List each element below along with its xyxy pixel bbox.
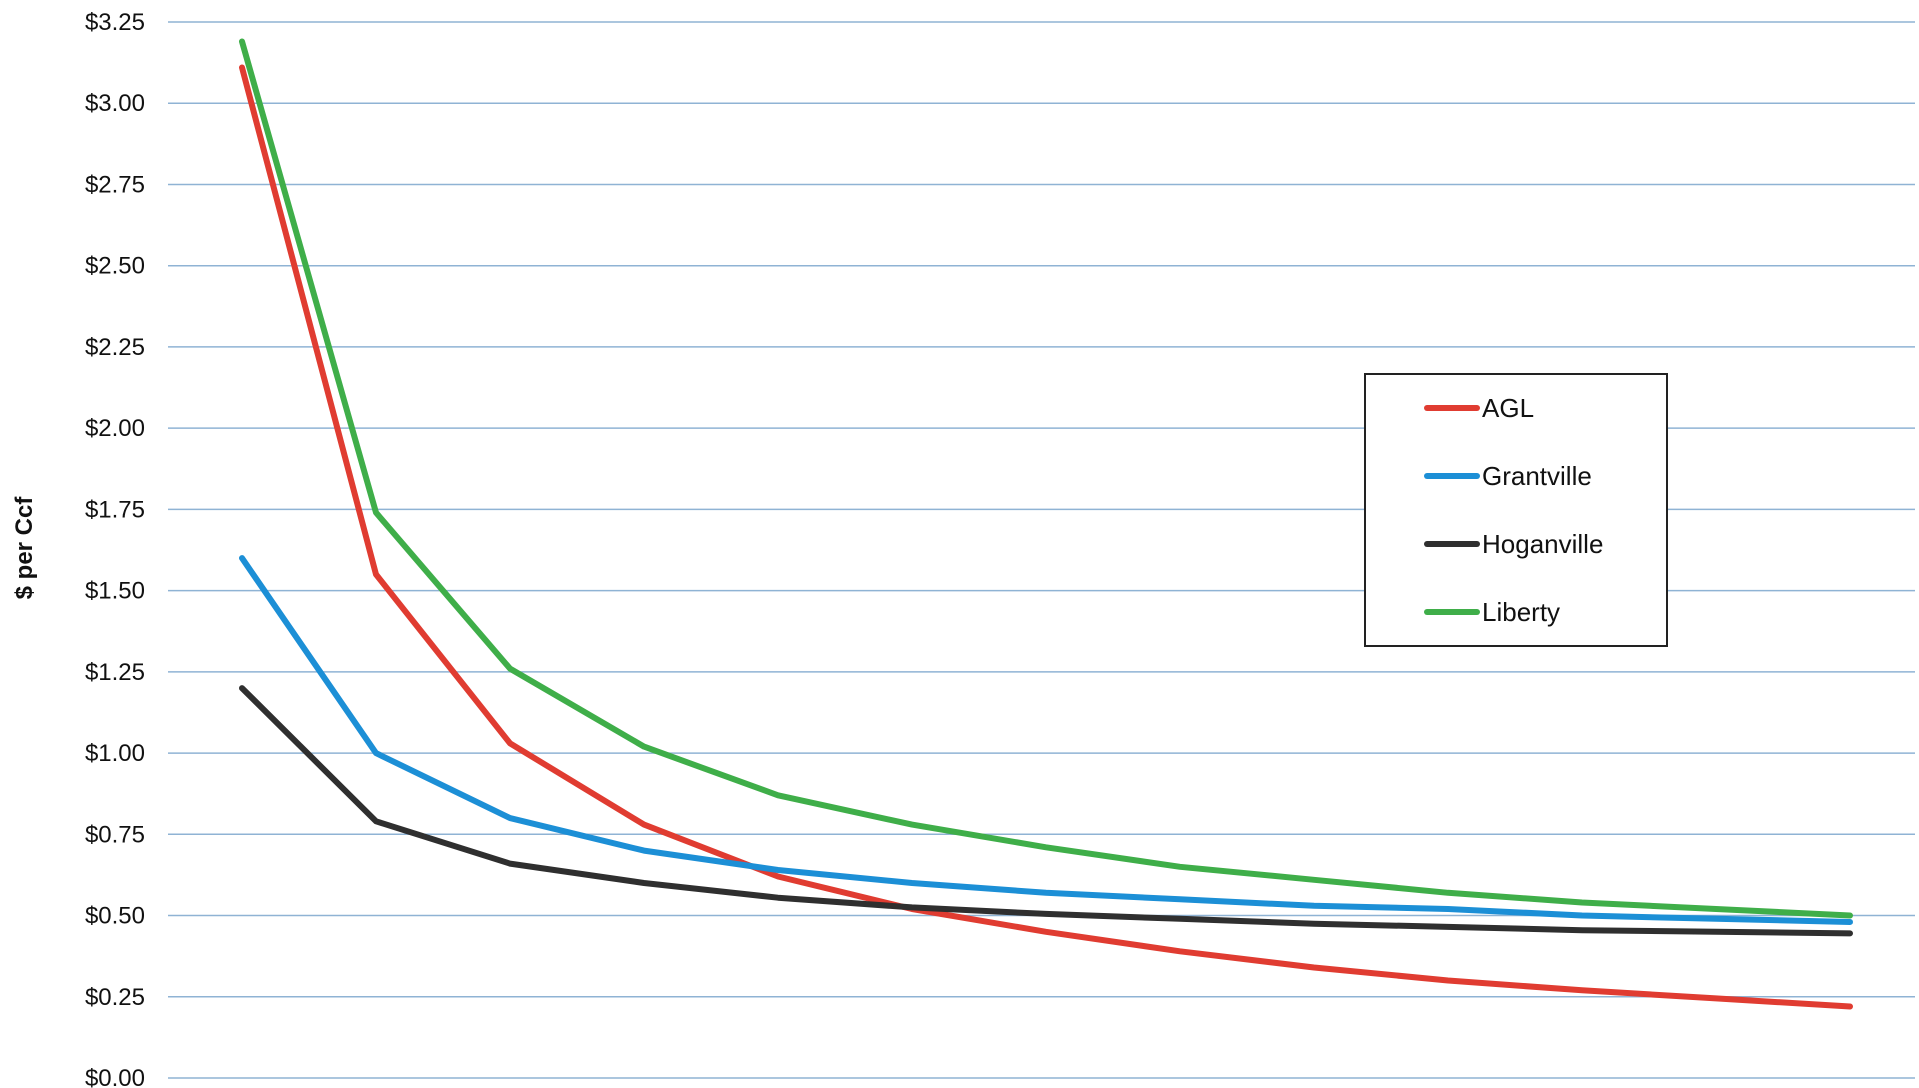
y-tick-label: $2.25 [85,334,145,361]
y-tick-label: $1.00 [85,740,145,767]
y-tick-label: $2.75 [85,171,145,198]
y-tick-label: $1.75 [85,496,145,523]
y-tick-label: $0.75 [85,821,145,848]
series-line-grantville [239,555,1853,925]
legend-label-agl: AGL [1482,393,1534,423]
y-axis-ticks: $0.00 $0.25 $0.50 $0.75 $1.00 $1.25 $1.50 $1.75… [85,9,145,1088]
legend-label-hoganville: Hoganville [1482,529,1603,559]
y-tick-label: $3.00 [85,90,145,117]
legend-box [1364,373,1668,647]
y-axis-label: $ per Ccf [11,496,38,600]
series-line-hoganville [239,685,1853,937]
y-tick-label: $1.25 [85,659,145,686]
legend-label-grantville: Grantville [1482,461,1592,491]
series-line-agl [239,64,1853,1010]
y-tick-label: $1.50 [85,578,145,605]
legend: AGL Grantville Hoganville Liberty [1364,373,1668,647]
y-tick-label: $0.00 [85,1065,145,1088]
y-tick-label: $3.25 [85,9,145,36]
series-line-liberty [239,38,1853,919]
y-tick-label: $2.50 [85,253,145,280]
series-lines [239,38,1853,1010]
gridlines [168,21,1915,1079]
y-tick-label: $0.25 [85,984,145,1011]
legend-label-liberty: Liberty [1482,597,1560,627]
y-tick-label: $2.00 [85,415,145,442]
y-tick-label: $0.50 [85,903,145,930]
